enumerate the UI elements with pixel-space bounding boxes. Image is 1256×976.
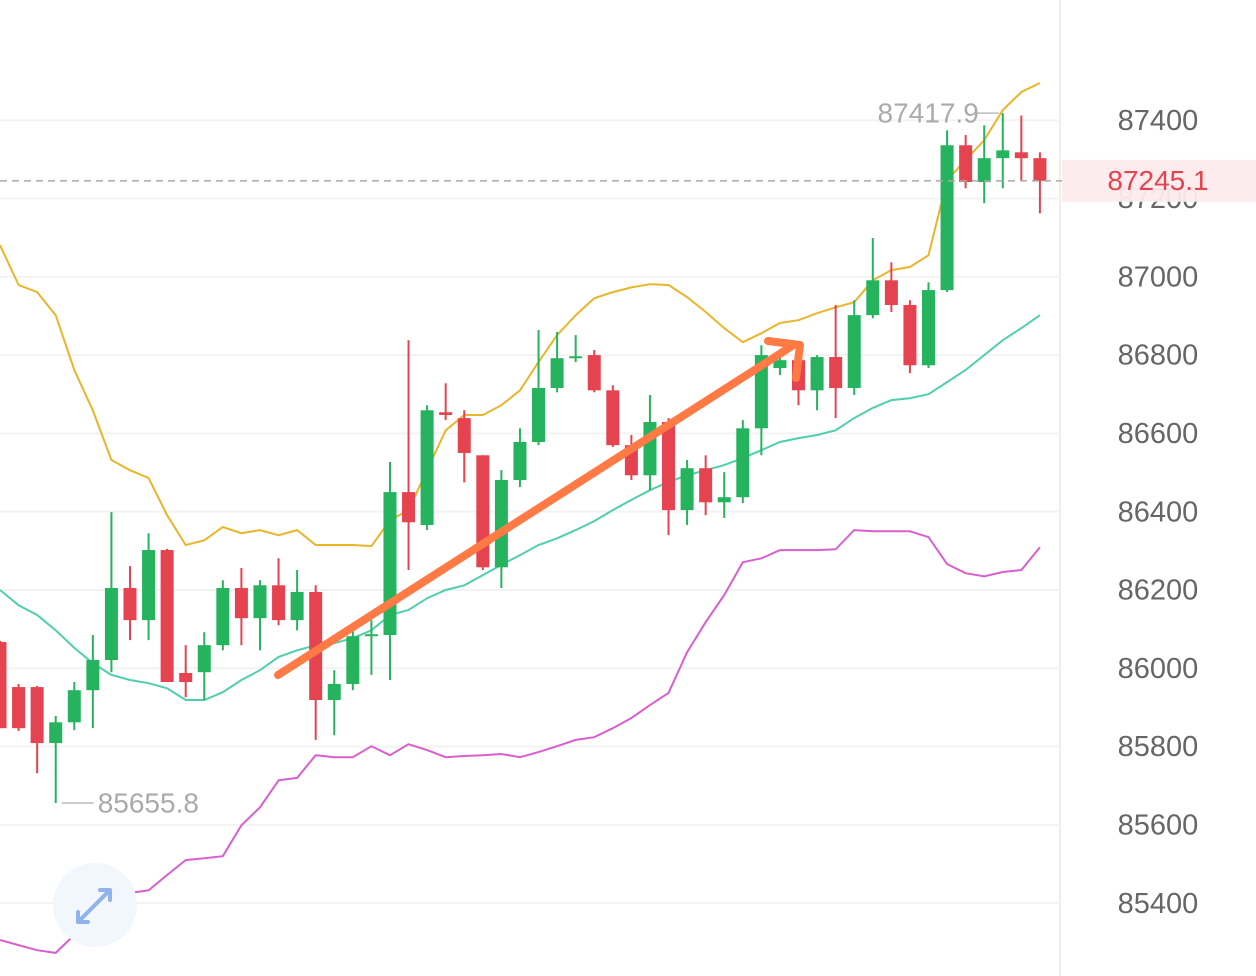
candle-body	[884, 280, 898, 305]
candle-body	[829, 357, 843, 388]
last-price-box	[1062, 159, 1256, 202]
candle-body	[327, 683, 341, 700]
candle-body	[736, 428, 750, 498]
candle-body	[216, 588, 230, 646]
candle-body	[309, 591, 323, 700]
candle-body	[12, 687, 26, 729]
candle-body	[253, 585, 267, 619]
candle-body	[866, 280, 880, 316]
y-tick-label: 85800	[1118, 731, 1199, 763]
grid	[0, 119, 1060, 905]
candle-body	[234, 588, 248, 619]
candle-body	[606, 390, 620, 446]
band-line	[0, 529, 1041, 954]
candle-body	[0, 642, 7, 729]
candle-body	[977, 158, 991, 183]
candle-body	[160, 550, 174, 682]
candle-body	[550, 358, 564, 388]
candle-body	[364, 634, 378, 637]
candles	[0, 113, 1047, 804]
candle-body	[346, 636, 360, 684]
y-tick-label: 85600	[1118, 810, 1199, 842]
candle-body	[810, 357, 824, 391]
candle-body	[494, 479, 508, 568]
y-tick-label: 86000	[1118, 653, 1199, 685]
expand-button[interactable]	[53, 863, 137, 947]
candle-body	[420, 410, 434, 525]
candle-body	[457, 418, 471, 453]
y-tick-label: 86200	[1118, 575, 1199, 607]
candle-body	[30, 687, 44, 744]
candle-body	[662, 422, 676, 511]
candle-body	[699, 468, 713, 503]
candle-body	[67, 690, 81, 723]
candle-body	[439, 412, 453, 415]
y-axis: 85400 85600 85800 86000 86200 86400 86600 86800…	[1062, 105, 1256, 920]
trend-arrow	[274, 337, 804, 679]
candle-body	[532, 387, 546, 442]
expand-icon[interactable]	[76, 888, 112, 924]
band-line	[0, 314, 1041, 701]
candle-body	[773, 360, 787, 369]
max-label: 87417.9	[878, 98, 979, 129]
last-price-label: 87245.1	[1107, 165, 1208, 196]
candle-body	[142, 550, 156, 621]
candle-body	[383, 492, 397, 636]
candle-body	[680, 468, 694, 511]
candle-body	[197, 645, 211, 673]
candle-body	[123, 588, 137, 621]
candle-body	[513, 441, 527, 480]
y-tick-label: 86600	[1118, 418, 1199, 450]
arrow-head	[764, 337, 804, 382]
candle-body	[272, 585, 286, 621]
arrow-shaft	[274, 342, 796, 679]
candle-body	[940, 145, 954, 291]
candle-body	[86, 660, 100, 691]
candle-body	[1014, 152, 1028, 159]
candle-body	[754, 355, 768, 429]
candle-body	[1033, 158, 1047, 181]
candle-body	[847, 315, 861, 388]
candle-body	[996, 150, 1010, 159]
candle-body	[922, 290, 935, 366]
candle-body	[569, 356, 583, 359]
candle-body	[959, 145, 973, 183]
y-tick-label: 87000	[1118, 261, 1199, 293]
y-tick-label: 86400	[1118, 496, 1199, 528]
candle-body	[402, 492, 416, 523]
candle-body	[587, 355, 601, 391]
candle-body	[179, 672, 193, 682]
annotations: 87417.9 85655.8	[0, 98, 1062, 818]
candle-body	[903, 304, 917, 366]
candle-body	[717, 497, 731, 503]
y-tick-label: 85400	[1118, 888, 1199, 920]
candle-body	[49, 722, 63, 744]
min-label: 85655.8	[98, 787, 199, 818]
candle-body	[104, 588, 118, 661]
y-tick-label: 87400	[1118, 105, 1199, 137]
y-tick-label: 86800	[1118, 340, 1199, 372]
candle-body	[290, 591, 304, 621]
